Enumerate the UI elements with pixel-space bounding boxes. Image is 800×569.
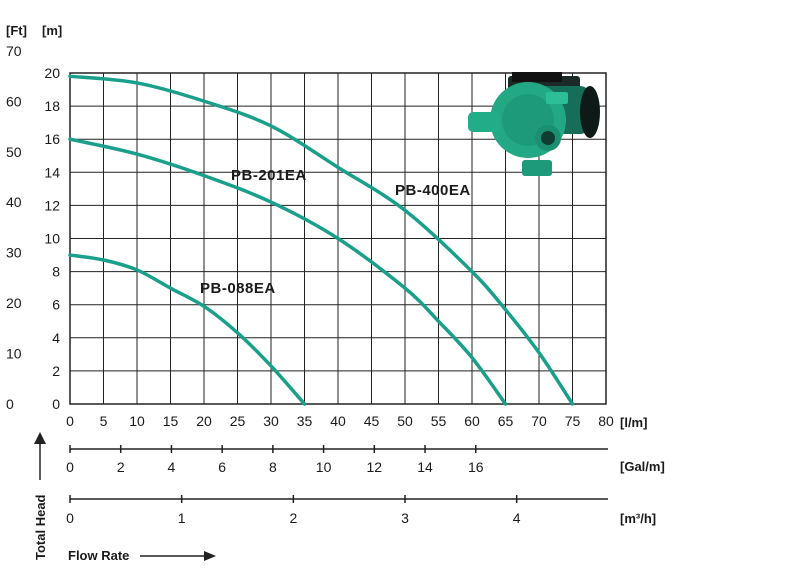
gal-tick-label: 6 bbox=[218, 459, 226, 475]
gal-tick-label: 4 bbox=[168, 459, 176, 475]
y-axis-title: Total Head bbox=[33, 494, 48, 560]
x-tick-label: 15 bbox=[163, 413, 179, 429]
gal-tick-label: 12 bbox=[367, 459, 383, 475]
x-axis-title: Flow Rate bbox=[68, 548, 129, 563]
x-tick-label: 60 bbox=[464, 413, 480, 429]
x-unit-m3h: [m³/h] bbox=[620, 511, 656, 526]
y-tick-label-m: 0 bbox=[52, 396, 60, 412]
series-label-pb-201ea: PB-201EA bbox=[231, 167, 307, 184]
gal-tick-label: 8 bbox=[269, 459, 277, 475]
y-unit-m: [m] bbox=[42, 23, 62, 38]
m3h-tick-label: 4 bbox=[513, 510, 521, 526]
y-tick-label-ft: 20 bbox=[6, 295, 22, 311]
y-tick-label-ft: 30 bbox=[6, 245, 22, 261]
gal-tick-label: 2 bbox=[117, 459, 125, 475]
y-tick-label-m: 14 bbox=[44, 164, 60, 180]
y-tick-label-m: 10 bbox=[44, 231, 60, 247]
series-line-pb-088ea bbox=[68, 253, 307, 406]
x-tick-label: 55 bbox=[431, 413, 447, 429]
y-tick-label-ft: 10 bbox=[6, 346, 22, 362]
y-unit-ft: [Ft] bbox=[6, 23, 27, 38]
m3h-tick-label: 3 bbox=[401, 510, 409, 526]
x-tick-label: 5 bbox=[100, 413, 108, 429]
y-axis-arrow bbox=[34, 432, 46, 480]
series-line-pb-400ea bbox=[68, 74, 575, 406]
y-tick-label-ft: 0 bbox=[6, 396, 14, 412]
pump-curves bbox=[68, 74, 575, 406]
m3h-tick-label: 2 bbox=[289, 510, 297, 526]
y-tick-label-m: 8 bbox=[52, 264, 60, 280]
pump-icon bbox=[468, 72, 600, 176]
x-tick-label: 20 bbox=[196, 413, 212, 429]
gal-tick-label: 0 bbox=[66, 459, 74, 475]
gal-tick-label: 16 bbox=[468, 459, 484, 475]
y-tick-label-ft: 70 bbox=[6, 43, 22, 59]
x-tick-label: 10 bbox=[129, 413, 145, 429]
gal-tick-label: 10 bbox=[316, 459, 332, 475]
x-tick-label: 0 bbox=[66, 413, 74, 429]
x-tick-label: 70 bbox=[531, 413, 547, 429]
x-tick-label: 80 bbox=[598, 413, 614, 429]
y-tick-label-m: 6 bbox=[52, 297, 60, 313]
x-tick-label: 50 bbox=[397, 413, 413, 429]
x-tick-label: 25 bbox=[230, 413, 246, 429]
x-tick-label: 65 bbox=[498, 413, 514, 429]
x-tick-label: 45 bbox=[364, 413, 380, 429]
tick-labels: 0 5 10 15 20 25 30 35 40 45 50 55 60 65 70 75 80 0 2 4 6 8 10 1… bbox=[6, 43, 614, 429]
x-tick-label: 35 bbox=[297, 413, 313, 429]
y-tick-label-m: 2 bbox=[52, 363, 60, 379]
y-tick-label-m: 4 bbox=[52, 330, 60, 346]
x-tick-label: 40 bbox=[330, 413, 346, 429]
gal-ticks: 0 2 4 6 8 10 12 14 16 bbox=[66, 445, 484, 475]
series-label-pb-400ea: PB-400EA bbox=[395, 182, 471, 199]
y-tick-label-ft: 50 bbox=[6, 144, 22, 160]
x-tick-label: 75 bbox=[565, 413, 581, 429]
series-line-pb-201ea bbox=[68, 137, 508, 406]
x-unit-lm: [l/m] bbox=[620, 415, 647, 430]
x-tick-label: 30 bbox=[263, 413, 279, 429]
m3h-tick-label: 0 bbox=[66, 510, 74, 526]
x-unit-gal: [Gal/m] bbox=[620, 459, 665, 474]
x-axis-arrow bbox=[140, 551, 216, 561]
gal-tick-label: 14 bbox=[417, 459, 433, 475]
y-tick-label-m: 20 bbox=[44, 65, 60, 81]
series-label-pb-088ea: PB-088EA bbox=[200, 280, 276, 297]
y-tick-label-m: 12 bbox=[44, 197, 60, 213]
y-tick-label-m: 16 bbox=[44, 131, 60, 147]
m3h-tick-label: 1 bbox=[178, 510, 186, 526]
y-tick-label-ft: 40 bbox=[6, 194, 22, 210]
y-tick-label-m: 18 bbox=[44, 98, 60, 114]
y-tick-label-ft: 60 bbox=[6, 93, 22, 109]
m3h-ticks: 0 1 2 3 4 bbox=[66, 495, 521, 526]
